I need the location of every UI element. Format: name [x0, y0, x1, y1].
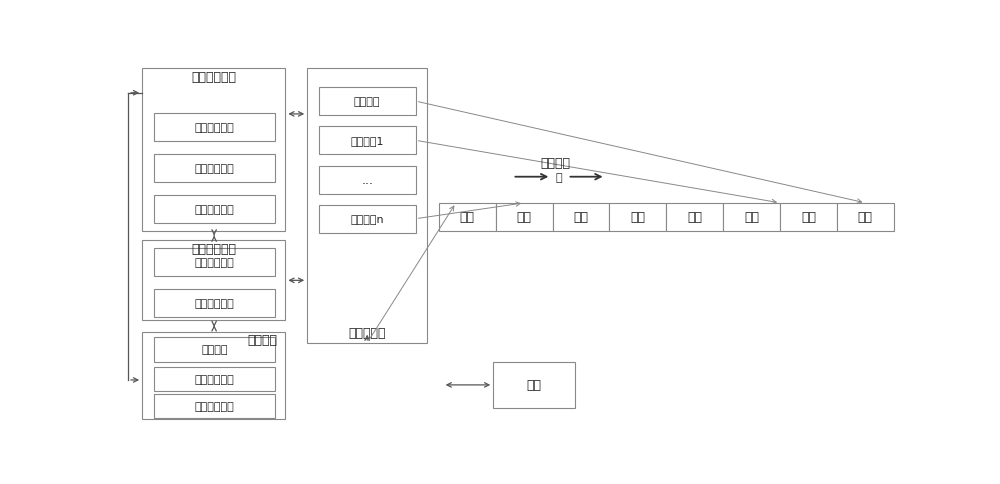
Text: 管理模块: 管理模块 [201, 345, 228, 355]
Text: 车位: 车位 [858, 211, 873, 224]
Text: 相机组模块: 相机组模块 [348, 326, 386, 339]
Text: 图像搜索模块: 图像搜索模块 [195, 375, 234, 384]
Bar [439, 203, 496, 231]
Bar [496, 203, 553, 231]
Text: 车位相机n: 车位相机n [350, 214, 384, 224]
Text: 全景相机: 全景相机 [354, 97, 380, 107]
Bar [493, 362, 574, 408]
Bar [154, 367, 275, 392]
Text: 车位相机1: 车位相机1 [350, 136, 384, 146]
Text: 道路方向: 道路方向 [540, 157, 570, 170]
Bar [780, 203, 837, 231]
Text: 图像处理模块: 图像处理模块 [191, 242, 236, 256]
Bar [307, 69, 427, 343]
Bar [319, 127, 416, 155]
Text: 事件图像存储: 事件图像存储 [195, 205, 234, 215]
Text: 车位: 车位 [801, 211, 816, 224]
Bar [154, 114, 275, 142]
Text: 二级图像存储: 二级图像存储 [195, 164, 234, 174]
Text: 图像存储模块: 图像存储模块 [191, 71, 236, 84]
Bar [142, 241, 285, 321]
Bar [319, 205, 416, 233]
Bar [154, 196, 275, 224]
Bar [154, 394, 275, 419]
Bar [609, 203, 666, 231]
Text: 车位: 车位 [460, 211, 475, 224]
Bar [553, 203, 609, 231]
Bar [319, 166, 416, 194]
Text: 后台: 后台 [526, 378, 541, 392]
Text: 车位: 车位 [517, 211, 532, 224]
Bar [154, 338, 275, 362]
Bar [154, 155, 275, 183]
Bar [154, 248, 275, 276]
Bar [837, 203, 894, 231]
Text: 车位: 车位 [630, 211, 645, 224]
Text: 或: 或 [556, 172, 562, 182]
Bar [723, 203, 780, 231]
Bar [666, 203, 723, 231]
Text: ...: ... [361, 174, 373, 187]
Text: 网络通信模块: 网络通信模块 [195, 401, 234, 411]
Bar [142, 69, 285, 231]
Text: 车位: 车位 [574, 211, 589, 224]
Text: 一级图像处理: 一级图像处理 [195, 257, 234, 267]
Text: 主控模块: 主控模块 [248, 333, 278, 347]
Text: 车位: 车位 [744, 211, 759, 224]
Text: 二级图像处理: 二级图像处理 [195, 298, 234, 308]
Bar [142, 332, 285, 420]
Bar [154, 289, 275, 317]
Text: 一级图像存储: 一级图像存储 [195, 123, 234, 133]
Bar [319, 88, 416, 116]
Text: 车位: 车位 [687, 211, 702, 224]
